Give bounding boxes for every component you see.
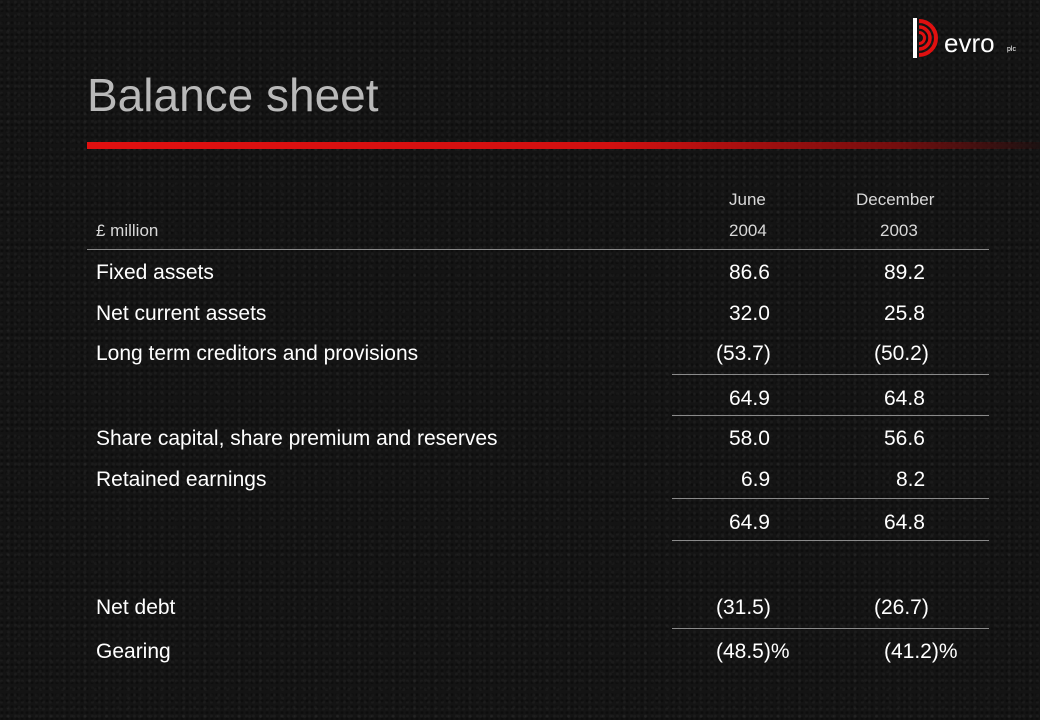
total-value-june: 64.9 <box>729 511 770 534</box>
row-value-june: 6.9 <box>741 468 771 491</box>
subtotal-value-december: 64.8 <box>884 387 925 410</box>
row-value-december: (41.2)% <box>884 640 958 663</box>
header-rule <box>87 249 989 250</box>
row-value-june: 32.0 <box>729 302 770 325</box>
logo-wordmark: evro <box>944 28 995 58</box>
devro-d-logo-icon <box>913 18 938 58</box>
total-rule <box>672 540 989 541</box>
col2-header-year: 2003 <box>880 221 918 240</box>
subtotal-value-june: 64.9 <box>729 387 770 410</box>
row-label: Gearing <box>96 640 171 663</box>
unit-label: £ million <box>96 221 159 240</box>
row-label: Net debt <box>96 596 176 619</box>
row-value-december: (50.2) <box>874 342 929 365</box>
subtotal-rule <box>672 374 989 375</box>
logo-plc: plc <box>1007 46 1016 53</box>
row-label: Share capital, share premium and reserve… <box>96 427 498 450</box>
row-label: Long term creditors and provisions <box>96 342 419 365</box>
total-rule <box>672 415 989 416</box>
row-label: Retained earnings <box>96 468 267 491</box>
row-rule <box>672 628 989 629</box>
row-value-june: (31.5) <box>716 596 771 619</box>
row-value-june: 86.6 <box>729 261 770 284</box>
row-value-june: 58.0 <box>729 427 770 450</box>
page-title: Balance sheet <box>87 69 379 121</box>
row-label: Net current assets <box>96 302 267 325</box>
row-value-june: (53.7) <box>716 342 771 365</box>
row-value-june: (48.5)% <box>716 640 790 663</box>
company-logo: evro plc <box>912 14 1022 62</box>
row-value-december: 8.2 <box>896 468 926 491</box>
subtotal-rule <box>672 498 989 499</box>
row-value-december: (26.7) <box>874 596 929 619</box>
total-value-december: 64.8 <box>884 511 925 534</box>
row-label: Fixed assets <box>96 261 214 284</box>
col1-header-month: June <box>729 190 766 209</box>
row-value-december: 89.2 <box>884 261 925 284</box>
row-value-december: 56.6 <box>884 427 925 450</box>
title-underline <box>87 142 1040 149</box>
col2-header-month: December <box>856 190 935 209</box>
col1-header-year: 2004 <box>729 221 767 240</box>
row-value-december: 25.8 <box>884 302 925 325</box>
